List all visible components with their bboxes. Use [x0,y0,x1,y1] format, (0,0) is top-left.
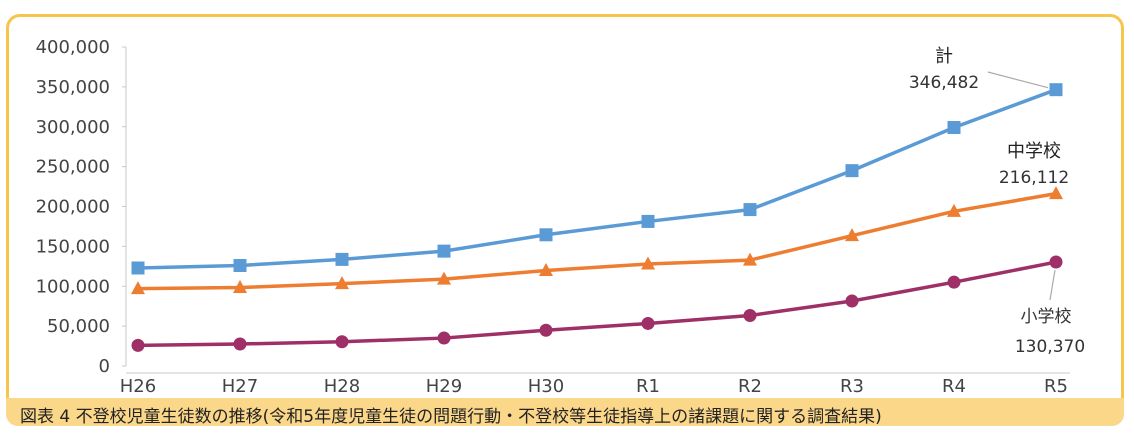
series-label-elementary: 小学校 [1021,307,1072,327]
data-point-triangle [641,256,655,270]
x-tick-label: R1 [636,376,660,397]
x-tick-label: H29 [426,376,462,397]
x-tick-label: R2 [738,376,762,397]
data-point-triangle [131,281,145,295]
chart-axes: 0 50,000 100,000 150,000 200,000 250,000 300,0… [36,37,1070,397]
end-value-total: 346,482 [909,73,979,93]
data-point-circle [743,308,757,322]
data-point-square [641,214,655,228]
data-point-square [947,121,961,135]
leader-line-total [987,71,1049,89]
end-value-elementary: 130,370 [1015,337,1085,357]
data-point-circle [233,337,247,351]
chart-frame [6,14,1124,426]
data-point-triangle [947,203,961,217]
y-tick-label: 350,000 [36,77,110,98]
data-point-circle [845,294,859,308]
data-point-triangle [437,271,451,285]
x-tick-label: R5 [1044,376,1068,397]
data-point-triangle [845,228,859,242]
data-point-triangle [335,276,349,290]
series-line [137,260,1057,348]
data-point-circle [641,316,655,330]
series-label-total: 計 [935,46,953,67]
data-point-square [233,259,247,273]
x-tick-label: H28 [324,376,360,397]
x-tick-label: H27 [222,376,258,397]
data-point-square [539,228,553,242]
end-value-junior-high: 216,112 [999,168,1069,188]
data-point-square [1049,83,1063,97]
data-point-triangle [233,280,247,294]
y-tick-label: 400,000 [36,37,110,58]
x-tick-label: H30 [528,376,564,397]
data-point-circle [947,275,961,289]
series-line [137,88,1057,270]
y-tick-label: 0 [99,356,110,377]
data-point-square [845,164,859,178]
data-point-triangle [539,263,553,277]
data-point-square [437,244,451,258]
data-point-triangle [1049,186,1063,200]
leader-line-elementary [1049,269,1056,301]
annotations-layer: 計 346,482 中学校 216,112 小学校 130,370 [909,46,1085,357]
y-tick-label: 150,000 [36,236,110,257]
y-tick-label: 250,000 [36,157,110,178]
x-tick-label: R3 [840,376,864,397]
data-point-circle [437,331,451,345]
data-point-circle [131,338,145,352]
y-tick-label: 50,000 [47,316,110,337]
x-tick-label: R4 [942,376,966,397]
series-line [137,191,1057,291]
data-point-square [743,203,757,217]
series-label-junior-high: 中学校 [1007,141,1061,162]
data-point-triangle [743,252,757,266]
y-tick-label: 200,000 [36,197,110,218]
y-tick-label: 100,000 [36,276,110,297]
data-point-circle [1049,255,1063,269]
series-layer [131,83,1063,352]
data-point-square [335,252,349,266]
figure-caption: 図表 4 不登校児童生徒数の推移(令和5年度児童生徒の問題行動・不登校等生徒指導… [20,407,882,427]
data-point-circle [539,323,553,337]
data-point-circle [335,335,349,349]
caption-band [6,398,1124,426]
y-tick-label: 300,000 [36,117,110,138]
data-point-square [131,261,145,275]
x-tick-label: H26 [120,376,156,397]
